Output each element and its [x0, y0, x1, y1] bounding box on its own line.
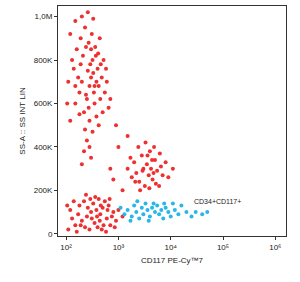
- svg-text:800K: 800K: [34, 56, 53, 65]
- svg-text:600K: 600K: [34, 99, 53, 108]
- svg-text:10⁴: 10⁴: [165, 243, 178, 252]
- svg-text:1,0M: 1,0M: [35, 12, 53, 21]
- svg-text:400K: 400K: [34, 143, 53, 152]
- svg-text:SS-A :: SS INT LIN: SS-A :: SS INT LIN: [18, 87, 27, 155]
- svg-text:10⁶: 10⁶: [269, 243, 281, 252]
- svg-text:10⁵: 10⁵: [217, 243, 229, 252]
- svg-text:10²: 10²: [60, 243, 72, 252]
- svg-text:200K: 200K: [34, 186, 53, 195]
- svg-text:CD117 PE-Cy™7: CD117 PE-Cy™7: [141, 256, 204, 265]
- svg-text:0: 0: [48, 230, 53, 239]
- svg-text:CD34+CD117+: CD34+CD117+: [194, 198, 241, 205]
- svg-text:10³: 10³: [113, 243, 125, 252]
